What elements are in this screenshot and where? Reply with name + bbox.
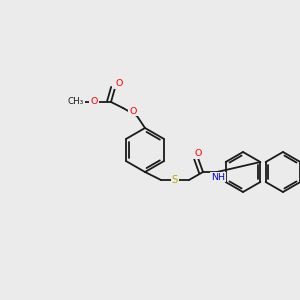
Text: S: S [172, 175, 178, 185]
Text: NH: NH [211, 172, 225, 182]
Text: O: O [129, 106, 137, 116]
Text: CH₃: CH₃ [68, 98, 84, 106]
Text: O: O [115, 80, 123, 88]
Text: O: O [194, 149, 202, 158]
Text: O: O [90, 98, 98, 106]
